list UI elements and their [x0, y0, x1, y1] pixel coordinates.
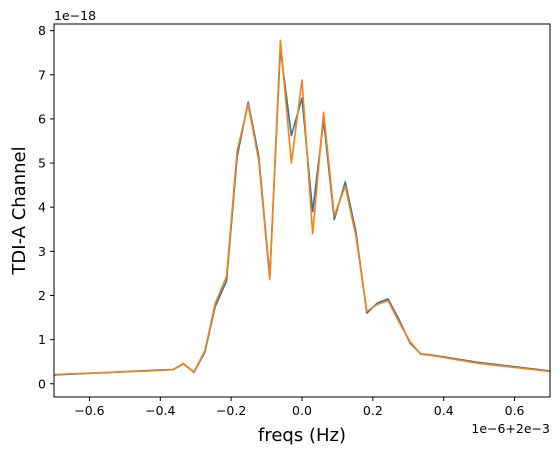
x-tick-label: 0.6	[505, 403, 525, 418]
y-tick-label: 8	[38, 23, 46, 38]
y-tick-label: 3	[38, 244, 46, 259]
series-line-1	[54, 47, 550, 376]
y-tick-label: 1	[38, 332, 46, 347]
x-tick-label: 0.2	[363, 403, 383, 418]
y-tick-label: 0	[38, 376, 46, 391]
series-layer	[54, 39, 550, 376]
y-tick-label: 7	[38, 67, 46, 82]
x-tick-label: 0.4	[434, 403, 454, 418]
x-axis-ticks: −0.6 −0.4 −0.2 0.0 0.2 0.4 0.6	[74, 397, 525, 418]
x-tick-label: 0.0	[292, 403, 312, 418]
x-tick-label: −0.6	[74, 403, 104, 418]
x-tick-label: −0.4	[145, 403, 175, 418]
y-tick-label: 6	[38, 111, 46, 126]
x-axis-label: freqs (Hz)	[258, 425, 346, 446]
y-axis-label: TDI-A Channel	[9, 146, 30, 275]
series-line-2	[54, 39, 550, 376]
x-axis-offset-text: 1e−6+2e−3	[471, 421, 550, 436]
y-axis-offset-text: 1e−18	[54, 8, 96, 23]
x-tick-label: −0.2	[216, 403, 246, 418]
y-tick-label: 4	[38, 200, 46, 215]
y-tick-label: 5	[38, 156, 46, 171]
y-tick-label: 2	[38, 288, 46, 303]
y-axis-ticks: 0 1 2 3 4 5 6 7 8	[38, 23, 54, 391]
